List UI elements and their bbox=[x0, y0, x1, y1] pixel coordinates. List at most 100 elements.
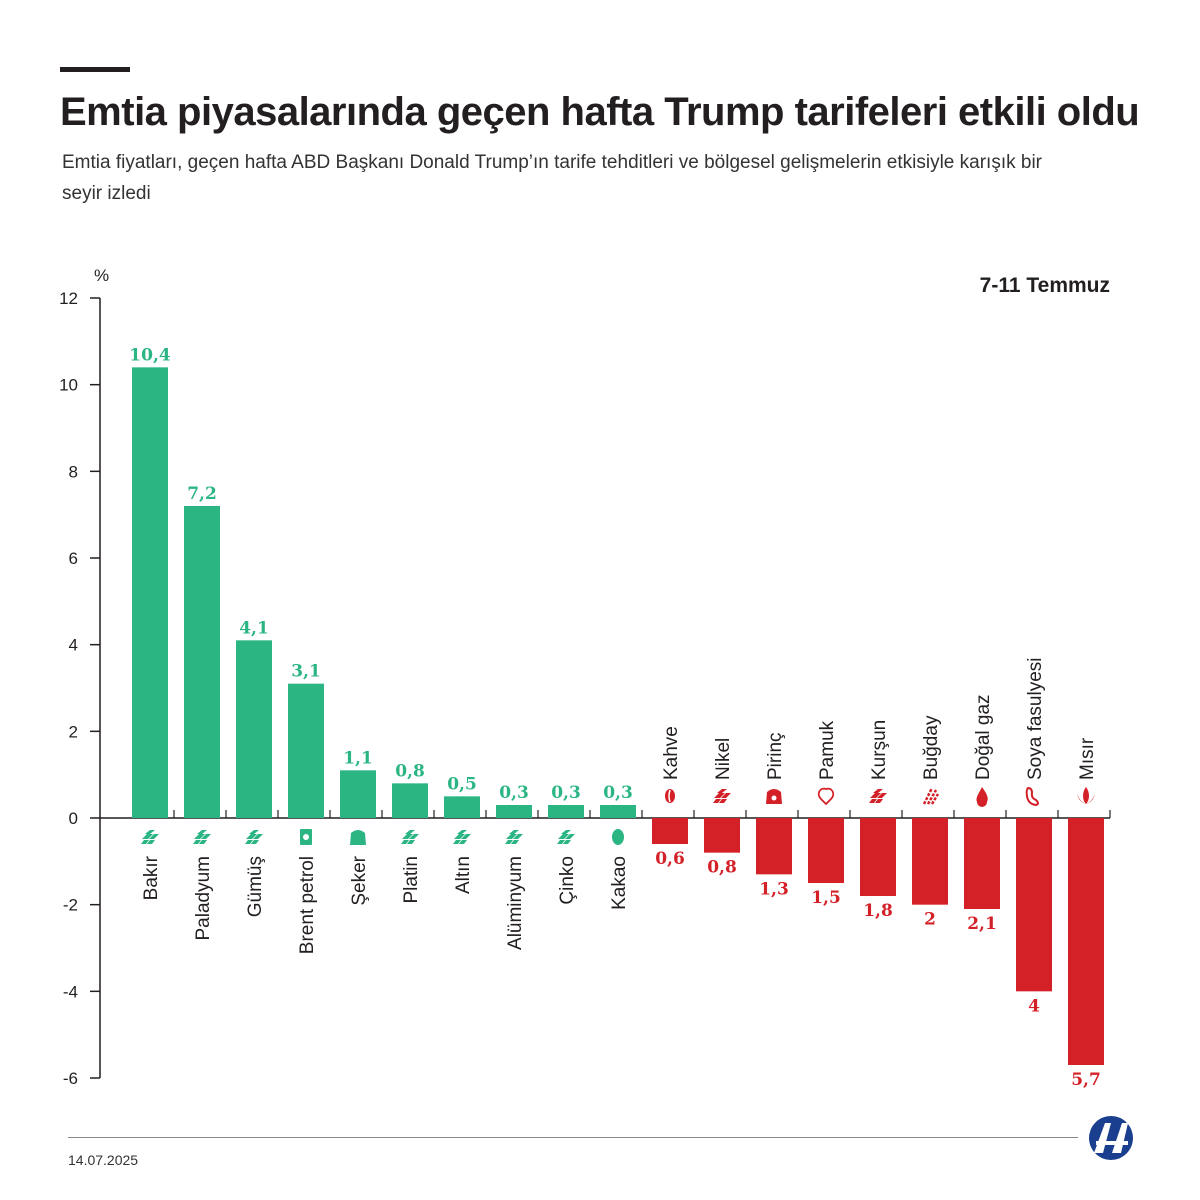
bar-shape bbox=[713, 789, 731, 803]
data-label: 0,3 bbox=[603, 783, 633, 803]
bar-çinko bbox=[548, 805, 584, 818]
category-label: Altın bbox=[453, 856, 474, 894]
bar-buğday bbox=[912, 818, 948, 905]
category-label: Soya fasulyesi bbox=[1025, 657, 1046, 780]
category-label: Platin bbox=[401, 856, 422, 904]
bar-shape bbox=[557, 830, 575, 844]
data-label: 2,1 bbox=[967, 914, 997, 934]
data-label: 10,4 bbox=[129, 345, 171, 365]
y-tick-label: 10 bbox=[59, 376, 78, 395]
bar-doğal-gaz bbox=[964, 818, 1000, 909]
bar-soya-fasulyesi bbox=[1016, 818, 1052, 992]
metal-bars-icon bbox=[401, 830, 419, 844]
bar-altın bbox=[444, 796, 480, 818]
wheat-icon bbox=[922, 787, 940, 805]
bar-alüminyum bbox=[496, 805, 532, 818]
category-label: Doğal gaz bbox=[973, 694, 994, 780]
category-label: Gümüş bbox=[245, 856, 266, 917]
y-axis-unit: % bbox=[94, 266, 110, 285]
data-label: 7,2 bbox=[187, 484, 217, 504]
sack-mark bbox=[771, 795, 777, 801]
soybean-icon bbox=[1025, 786, 1039, 807]
category-label: Nikel bbox=[713, 738, 734, 780]
y-tick-label: 6 bbox=[69, 549, 78, 568]
bar-shape bbox=[401, 830, 419, 844]
page-title: Emtia piyasalarında geçen hafta Trump ta… bbox=[60, 90, 1140, 134]
metal-bars-icon bbox=[869, 789, 887, 803]
bar-pamuk bbox=[808, 818, 844, 883]
data-label: 0,8 bbox=[395, 761, 425, 781]
bar-paladyum bbox=[184, 506, 220, 818]
bar-nikel bbox=[704, 818, 740, 853]
bar-platin bbox=[392, 783, 428, 818]
bar-şeker bbox=[340, 770, 376, 818]
metal-bars-icon bbox=[453, 830, 471, 844]
category-label: Bakır bbox=[141, 855, 162, 900]
corn-shape bbox=[1077, 787, 1095, 804]
data-label: 0,5 bbox=[447, 774, 477, 794]
oil-barrel-icon bbox=[300, 829, 312, 845]
bar-pirinç bbox=[756, 818, 792, 875]
bar-shape bbox=[453, 830, 471, 844]
data-label: 0,3 bbox=[551, 783, 581, 803]
data-label: 4,1 bbox=[239, 618, 269, 638]
footer-divider bbox=[68, 1137, 1078, 1138]
category-label: Şeker bbox=[349, 855, 370, 905]
bar-mısır bbox=[1068, 818, 1104, 1065]
pod bbox=[612, 829, 624, 845]
category-label: Pamuk bbox=[817, 720, 838, 780]
y-tick-label: 8 bbox=[69, 462, 78, 481]
bar-kahve bbox=[652, 818, 688, 844]
bean bbox=[665, 789, 675, 803]
period-label: 7-11 Temmuz bbox=[979, 274, 1110, 297]
data-label: 1,8 bbox=[863, 901, 893, 921]
y-tick-label: 4 bbox=[69, 636, 78, 655]
bar-gümüş bbox=[236, 640, 272, 818]
publish-date: 14.07.2025 bbox=[68, 1152, 139, 1168]
coffee-bean-icon bbox=[665, 789, 675, 803]
category-label: Kahve bbox=[661, 726, 682, 780]
y-tick-label: 12 bbox=[59, 289, 78, 308]
bean-line bbox=[668, 789, 671, 803]
bar-shape bbox=[193, 830, 211, 844]
metal-bars-icon bbox=[557, 830, 575, 844]
cocoa-pod-icon bbox=[612, 829, 624, 845]
data-label: 0,6 bbox=[655, 849, 685, 869]
data-label: 0,3 bbox=[499, 783, 529, 803]
bar-kakao bbox=[600, 805, 636, 818]
category-label: Mısır bbox=[1077, 737, 1098, 780]
data-label: 1,5 bbox=[811, 888, 841, 908]
sugar-sack-icon bbox=[350, 830, 366, 845]
y-tick-label: 2 bbox=[69, 722, 78, 741]
metal-bars-icon bbox=[505, 830, 523, 844]
rice-sack-icon bbox=[766, 789, 782, 804]
category-label: Kurşun bbox=[869, 720, 890, 780]
category-label: Pirinç bbox=[765, 732, 786, 780]
category-label: Brent petrol bbox=[297, 856, 318, 954]
title-accent-bar bbox=[60, 67, 130, 72]
data-label: 1,1 bbox=[343, 748, 373, 768]
gas-flame-icon bbox=[976, 787, 988, 807]
bar-shape bbox=[505, 830, 523, 844]
metal-bars-icon bbox=[245, 830, 263, 844]
bar-shape bbox=[245, 830, 263, 844]
data-label: 0,8 bbox=[707, 858, 737, 878]
page-subtitle: Emtia fiyatları, geçen hafta ABD Başkanı… bbox=[62, 152, 1043, 204]
y-tick-label: -4 bbox=[63, 982, 78, 1001]
category-label: Buğday bbox=[921, 715, 942, 780]
data-label: 4 bbox=[1028, 996, 1040, 1016]
category-label: Alüminyum bbox=[505, 856, 526, 950]
soy-shape bbox=[1025, 786, 1039, 807]
metal-bars-icon bbox=[141, 830, 159, 844]
data-label: 3,1 bbox=[291, 662, 321, 682]
metal-bars-icon bbox=[713, 789, 731, 803]
data-label: 1,3 bbox=[759, 879, 789, 899]
sack bbox=[350, 830, 366, 845]
bar-kurşun bbox=[860, 818, 896, 896]
aa-logo-icon bbox=[1089, 1116, 1133, 1160]
data-label: 5,7 bbox=[1071, 1070, 1101, 1090]
cotton-shape bbox=[817, 787, 835, 806]
y-tick-label: -6 bbox=[63, 1069, 78, 1088]
category-label: Kakao bbox=[609, 856, 630, 910]
category-label: Çinko bbox=[557, 856, 578, 905]
